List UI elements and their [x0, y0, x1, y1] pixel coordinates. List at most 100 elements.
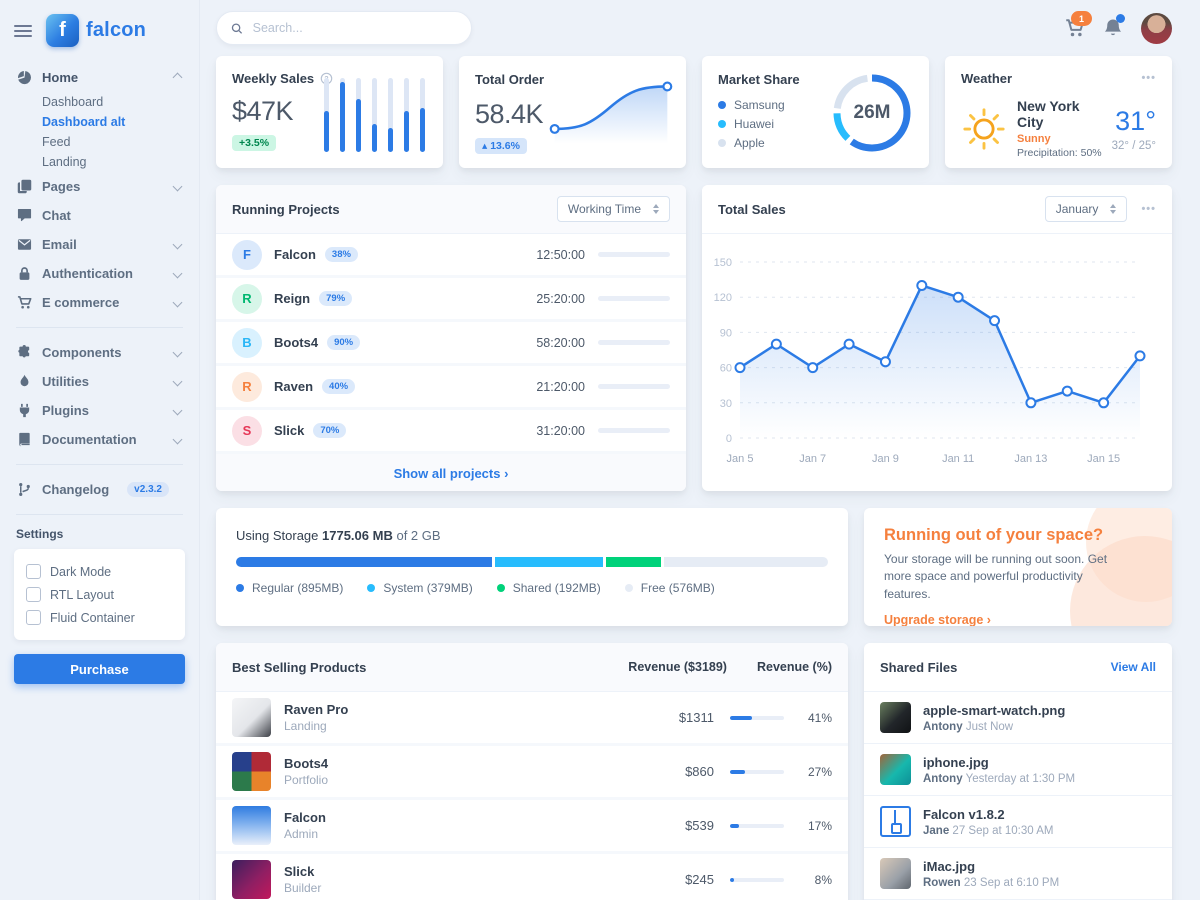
sidebar-item[interactable]: Chat — [0, 201, 199, 230]
data-line — [739, 284, 1141, 405]
project-row[interactable]: R Raven 40% 21:20:00 — [216, 366, 686, 410]
chevron-icon — [172, 297, 183, 308]
sidebar-item[interactable]: Email — [0, 230, 199, 259]
puzzle-icon — [16, 345, 32, 360]
user-avatar[interactable] — [1141, 12, 1172, 44]
file-name-link[interactable]: iMac.jpg — [923, 858, 976, 874]
project-time: 31:20:00 — [536, 423, 585, 438]
total-order-badge: ▴ 13.6% — [475, 138, 527, 154]
sidebar-item[interactable]: Authentication — [0, 259, 199, 288]
legend-item: System (379MB) — [367, 581, 473, 595]
checkbox[interactable] — [26, 610, 41, 625]
product-category-link[interactable]: Portfolio — [284, 773, 329, 787]
sidebar-subitem[interactable]: Feed — [42, 135, 71, 149]
brand-logo[interactable]: f falcon — [46, 14, 146, 47]
working-time-select[interactable]: Working Time — [556, 196, 670, 222]
product-percent-bar — [730, 715, 784, 720]
file-thumbnail — [880, 806, 911, 837]
file-name-link[interactable]: iphone.jpg — [923, 754, 989, 770]
sidebar-subitem[interactable]: Dashboard — [42, 95, 104, 109]
project-row[interactable]: F Falcon 38% 12:50:00 — [216, 234, 686, 278]
project-progress-bar — [598, 252, 670, 257]
settings-checkbox-row[interactable]: Dark Mode — [26, 560, 173, 583]
project-row[interactable]: B Boots4 90% 58:20:00 — [216, 322, 686, 366]
search-box[interactable] — [216, 11, 472, 45]
weather-city: New York City — [1017, 98, 1080, 130]
chevron-icon — [172, 181, 183, 192]
settings-checkbox-row[interactable]: RTL Layout — [26, 583, 173, 606]
sort-caret-icon — [1110, 204, 1117, 214]
legend-dot — [718, 101, 726, 109]
sidebar-item-changelog[interactable]: Changelog v2.3.2 — [0, 475, 199, 504]
total-sales-card: Total Sales January ••• 0 30 60 90 120 150 Jan… — [702, 185, 1172, 491]
sidebar-item-home[interactable]: Home — [0, 63, 199, 92]
project-time: 25:20:00 — [536, 291, 585, 306]
sidebar-item[interactable]: E commerce — [0, 288, 199, 317]
product-row[interactable]: Slick Builder $245 8% — [216, 854, 848, 900]
shared-file-row[interactable]: Falcon v1.8.2 Jane 27 Sep at 10:30 AM — [864, 796, 1172, 848]
product-thumbnail — [232, 860, 271, 899]
svg-text:Jan 15: Jan 15 — [1087, 453, 1120, 465]
data-points — [734, 279, 1146, 409]
sidebar-subitem[interactable]: Dashboard alt — [42, 115, 126, 129]
running-projects-card: Running Projects Working Time F Falcon 3… — [216, 185, 686, 491]
product-thumbnail — [232, 698, 271, 737]
percent-column-header: Revenue (%) — [756, 660, 832, 674]
shared-file-row[interactable]: apple-smart-watch.png Antony Just Now — [864, 692, 1172, 744]
svg-text:30: 30 — [720, 398, 732, 410]
bar — [404, 78, 409, 152]
product-row[interactable]: Raven Pro Landing $1311 41% — [216, 692, 848, 746]
checkbox[interactable] — [26, 564, 41, 579]
upgrade-storage-link[interactable]: Upgrade storage › — [884, 613, 991, 626]
bar — [340, 78, 345, 152]
sidebar-item[interactable]: Pages — [0, 172, 199, 201]
legend-dot — [624, 584, 633, 592]
file-name-link[interactable]: Falcon v1.8.2 — [923, 806, 1005, 822]
total-order-spark-chart — [546, 69, 676, 154]
product-row[interactable]: Falcon Admin $539 17% — [216, 800, 848, 854]
project-avatar: B — [232, 327, 262, 358]
notifications-button[interactable] — [1103, 14, 1125, 38]
total-order-card: Total Order 58.4K ▴ 13.6% — [459, 56, 686, 168]
more-options-icon[interactable]: ••• — [1141, 72, 1156, 84]
svg-text:Jan 11: Jan 11 — [942, 453, 974, 465]
product-category-link[interactable]: Landing — [284, 719, 327, 733]
storage-summary: Using Storage 1775.06 MB of 2 GB — [236, 528, 441, 543]
pages-icon — [16, 179, 32, 194]
product-category-link[interactable]: Builder — [284, 881, 322, 895]
sidebar-item[interactable]: Plugins — [0, 396, 199, 425]
product-percent-bar — [730, 769, 784, 774]
file-name-link[interactable]: apple-smart-watch.png — [923, 702, 1066, 718]
cart-button[interactable]: 1 — [1065, 11, 1092, 38]
legend-item: Apple — [718, 136, 913, 150]
sidebar-item[interactable]: Documentation — [0, 425, 199, 454]
product-category-link[interactable]: Admin — [284, 827, 319, 841]
search-input[interactable] — [250, 20, 457, 36]
chevron-icon — [172, 347, 183, 358]
show-all-projects-link[interactable]: Show all projects › — [393, 465, 509, 481]
project-progress-badge: 90% — [327, 335, 361, 350]
sidebar-item[interactable]: Components — [0, 338, 199, 367]
sort-caret-icon — [653, 204, 659, 214]
legend-dot — [496, 584, 505, 592]
view-all-link[interactable]: View All — [1110, 660, 1156, 674]
shared-file-row[interactable]: iMac.jpg Rowen 23 Sep at 6:10 PM — [864, 848, 1172, 900]
purchase-button[interactable]: Purchase — [14, 654, 185, 684]
falcon-logo-icon: f — [46, 14, 79, 47]
legend-item: Shared (192MB) — [496, 581, 601, 595]
product-revenue: $860 — [685, 764, 714, 779]
product-row[interactable]: Boots4 Portfolio $860 27% — [216, 746, 848, 800]
project-row[interactable]: S Slick 70% 31:20:00 — [216, 410, 686, 454]
shared-file-row[interactable]: iphone.jpg Antony Yesterday at 1:30 PM — [864, 744, 1172, 796]
product-thumbnail — [232, 752, 271, 791]
settings-checkbox-row[interactable]: Fluid Container — [26, 606, 173, 629]
sidebar-subitem[interactable]: Landing — [42, 155, 87, 169]
checkbox[interactable] — [26, 587, 41, 602]
project-row[interactable]: R Reign 79% 25:20:00 — [216, 278, 686, 322]
sidebar-item[interactable]: Utilities — [0, 367, 199, 396]
menu-toggle-icon[interactable] — [14, 22, 32, 40]
product-percent: 8% — [814, 872, 832, 887]
month-select[interactable]: January — [1044, 196, 1128, 222]
code-branch-icon — [16, 482, 32, 497]
more-options-icon[interactable]: ••• — [1141, 202, 1156, 215]
